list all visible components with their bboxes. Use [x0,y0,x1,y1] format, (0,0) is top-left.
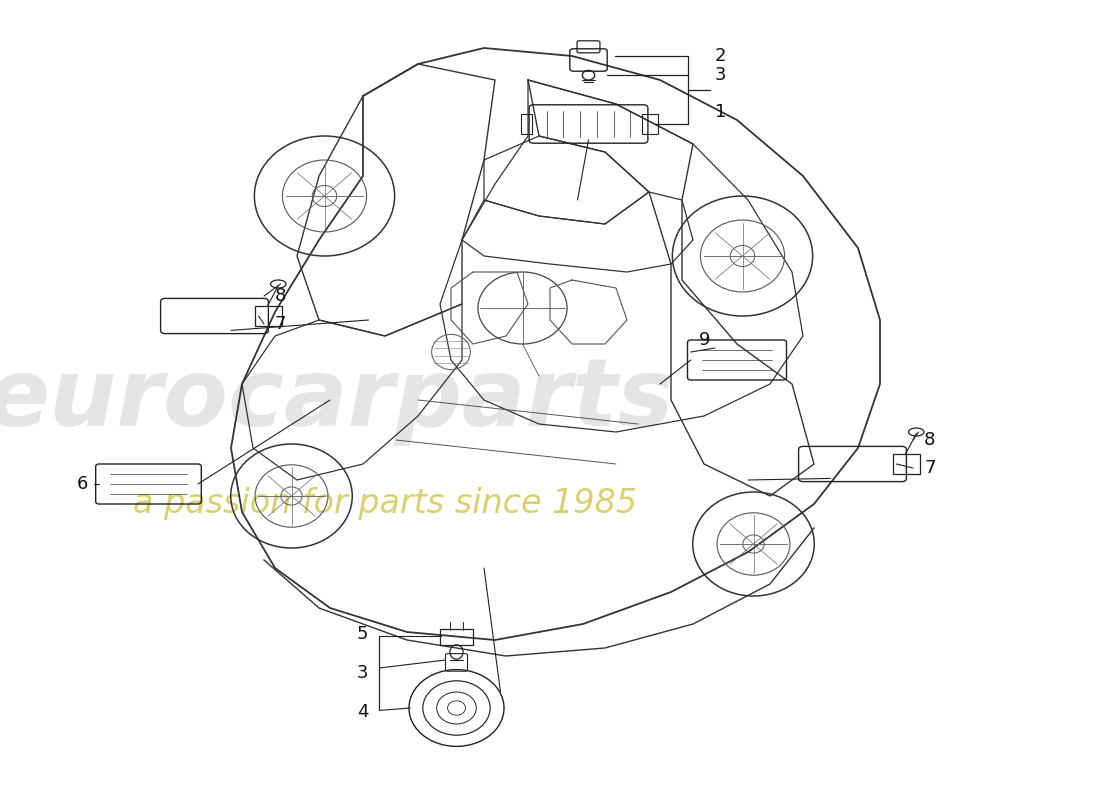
Text: 9: 9 [698,331,710,349]
Text: 7: 7 [924,459,935,477]
Text: 7: 7 [275,315,286,333]
Text: 5: 5 [358,626,368,643]
Text: 8: 8 [275,287,286,305]
Text: 3: 3 [715,66,726,84]
Text: 3: 3 [358,664,368,682]
Text: 2: 2 [715,47,726,65]
Text: a passion for parts since 1985: a passion for parts since 1985 [133,487,637,521]
Text: eurocarparts: eurocarparts [0,354,674,446]
Text: 1: 1 [715,103,726,121]
Text: 6: 6 [77,475,88,493]
Text: 8: 8 [924,431,935,449]
Text: 4: 4 [358,703,368,721]
